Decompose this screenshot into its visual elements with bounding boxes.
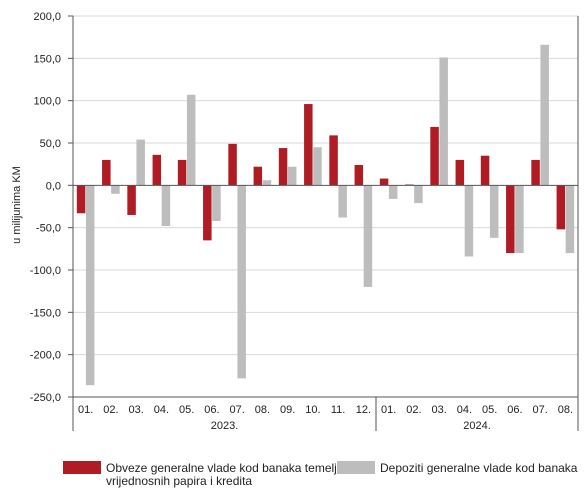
x-tick-label: 02. bbox=[406, 404, 421, 416]
legend-label-depoziti: Depoziti generalne vlade kod banaka bbox=[380, 461, 578, 475]
bar-depoziti bbox=[161, 185, 171, 226]
bar-depoziti bbox=[313, 147, 322, 186]
axes-group bbox=[68, 15, 579, 431]
x-tick-label: 04. bbox=[457, 404, 472, 416]
bar-obveze bbox=[531, 159, 540, 186]
x-tick-label: 04. bbox=[154, 404, 169, 416]
year-label: 2024. bbox=[463, 420, 491, 432]
bar-depoziti bbox=[136, 139, 145, 186]
x-tick-label: 03. bbox=[128, 404, 143, 416]
x-tick-label: 03. bbox=[431, 404, 446, 416]
bar-depoziti bbox=[363, 185, 373, 287]
bar-depoziti bbox=[414, 185, 423, 204]
bar-obveze bbox=[177, 159, 187, 186]
y-tick-label: -100,0 bbox=[30, 265, 61, 277]
legend-label-obveze: Obveze generalne vlade kod banaka temelj… bbox=[106, 461, 354, 488]
y-tick-label: 50,0 bbox=[40, 138, 61, 150]
bar-obveze bbox=[354, 165, 364, 186]
x-tick-label: 06. bbox=[204, 404, 219, 416]
bar-obveze bbox=[455, 159, 465, 186]
y-tick-label: -50,0 bbox=[36, 223, 61, 235]
bar-obveze bbox=[430, 126, 439, 186]
bar-obveze bbox=[152, 154, 162, 186]
bar-obveze bbox=[304, 104, 313, 186]
x-tick-label: 07. bbox=[229, 404, 244, 416]
y-tick-label: 0,0 bbox=[46, 180, 61, 192]
bar-depoziti bbox=[212, 185, 221, 221]
x-tick-label: 11. bbox=[331, 404, 345, 416]
bar-obveze bbox=[506, 185, 515, 254]
x-tick-label: 02. bbox=[103, 404, 118, 416]
y-tick-label: -200,0 bbox=[30, 350, 61, 362]
x-tick-label: 01. bbox=[78, 404, 93, 416]
bar-depoziti bbox=[287, 166, 297, 186]
bar-depoziti bbox=[85, 185, 95, 386]
y-tick-label: 150,0 bbox=[33, 53, 61, 65]
bar-depoziti bbox=[388, 185, 398, 199]
y-tick-label: -150,0 bbox=[30, 307, 61, 319]
x-tick-label: 01. bbox=[381, 404, 396, 416]
bar-obveze bbox=[228, 143, 237, 186]
y-tick-label: 100,0 bbox=[33, 96, 61, 108]
x-tick-label: 05. bbox=[482, 404, 497, 416]
bar-depoziti bbox=[111, 185, 120, 194]
bar-depoziti bbox=[439, 57, 448, 186]
year-labels: 2023. 2024. bbox=[211, 420, 491, 432]
bar-depoziti bbox=[464, 185, 474, 257]
y-tick-label: 200,0 bbox=[33, 11, 61, 23]
y-axis-title: u milijunima KM bbox=[11, 166, 23, 244]
bar-depoziti bbox=[565, 185, 575, 254]
x-tick-label: 06. bbox=[507, 404, 522, 416]
bar-obveze bbox=[76, 185, 86, 214]
x-tick-label: 12. bbox=[356, 404, 371, 416]
x-tick-label: 05. bbox=[179, 404, 194, 416]
bar-depoziti bbox=[515, 185, 524, 254]
x-tick-label: 09. bbox=[280, 404, 295, 416]
y-tick-label: -250,0 bbox=[30, 392, 61, 404]
bar-depoziti bbox=[338, 185, 347, 218]
x-tick-label: 08. bbox=[558, 404, 573, 416]
y-tick-labels: 200,0 150,0 100,0 50,0 0,0 -50,0 -100,0 -150,0 -… bbox=[30, 11, 61, 404]
grid-lines bbox=[73, 15, 578, 398]
legend: Obveze generalne vlade kod banaka temelj… bbox=[63, 461, 578, 488]
legend-swatch-obveze bbox=[63, 461, 101, 474]
year-label: 2023. bbox=[211, 420, 239, 432]
bar-obveze bbox=[556, 185, 566, 230]
bar-depoziti bbox=[262, 180, 272, 186]
bar-obveze bbox=[253, 166, 263, 186]
bar-obveze bbox=[329, 135, 338, 186]
x-tick-label: 07. bbox=[532, 404, 547, 416]
bar-obveze bbox=[102, 159, 111, 186]
bar-obveze bbox=[379, 178, 389, 186]
bar-depoziti bbox=[489, 185, 499, 238]
bar-depoziti bbox=[540, 44, 549, 186]
bar-obveze bbox=[203, 185, 212, 241]
x-tick-label: 10. bbox=[305, 404, 320, 416]
x-tick-labels: 01. 02. 03. 04. 05. 06. 07. 08. 09. 10. 11. 12. 01. 0… bbox=[78, 404, 573, 416]
legend-swatch-depoziti bbox=[337, 461, 375, 474]
bar-obveze bbox=[480, 155, 490, 186]
bars-group bbox=[76, 44, 575, 386]
bar-depoziti bbox=[237, 185, 246, 379]
x-tick-label: 08. bbox=[255, 404, 270, 416]
bar-obveze bbox=[278, 148, 288, 186]
bar-obveze bbox=[127, 185, 136, 215]
bar-depoziti bbox=[186, 94, 196, 186]
